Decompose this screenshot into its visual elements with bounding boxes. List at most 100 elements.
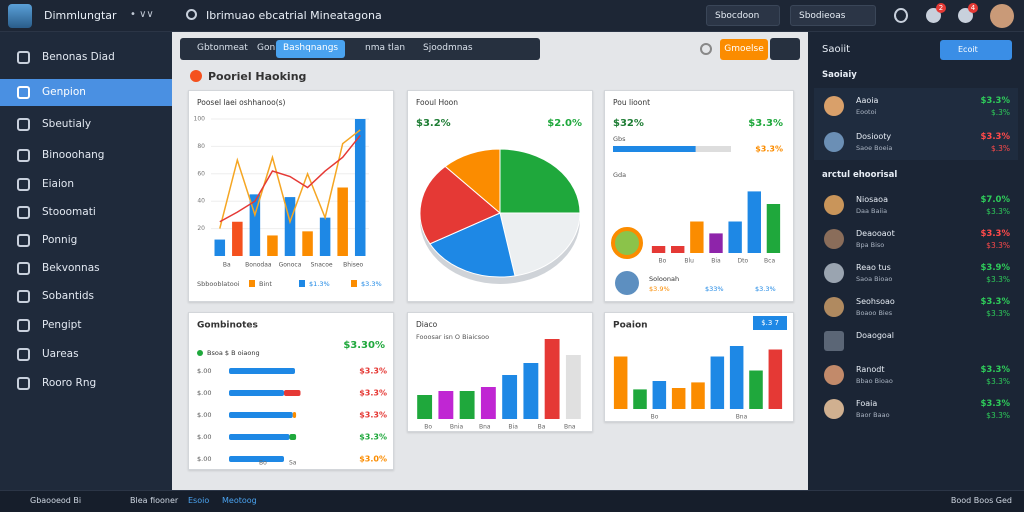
nav-item[interactable]: Stooomati (0, 199, 172, 226)
row-avatar (824, 132, 844, 152)
bar (229, 456, 284, 462)
panel-row[interactable]: Foaia Baor Baao $3.3% $3.3% (814, 392, 1018, 426)
x-tick-label: Blu (684, 258, 694, 265)
bar (289, 434, 297, 440)
row-stat: $3.3% (359, 389, 387, 398)
icon (894, 8, 908, 23)
pie-slice (499, 148, 581, 214)
bar (651, 246, 666, 253)
y-tick-label: 20 (197, 225, 205, 232)
row-sub-value: $.3% (990, 108, 1010, 117)
card: Poosel laei oshhanoo(s) 20 40 60 80 100 Ba Bono… (188, 90, 394, 302)
nav-item[interactable]: Rooro Rng (0, 370, 172, 397)
bar (690, 221, 704, 253)
row-sub: Bpa Biso (856, 241, 885, 249)
bar (652, 381, 667, 409)
row-sub-value: $3.3% (986, 377, 1010, 386)
bar (633, 389, 647, 409)
nav-item[interactable]: Sobantids (0, 283, 172, 310)
panel-row[interactable]: Niosaoa Daa Baiia $7.0% $3.3% (814, 188, 1018, 222)
legend-swatch (299, 280, 305, 287)
row-value: $3.3% (980, 229, 1011, 239)
nav-item[interactable]: Sbeutialy (0, 111, 172, 138)
nav-item[interactable]: Eiaion (0, 171, 172, 198)
nav-item[interactable]: Benonas Diad (0, 44, 172, 71)
pie-slice (499, 212, 581, 277)
row-label: $.00 (197, 367, 211, 375)
nav-icon (17, 118, 30, 131)
row-sub: Saoe Boeia (856, 144, 893, 152)
card-title: Poosel laei oshhanoo(s) (197, 98, 286, 107)
row-sub-value: $3.3% (986, 309, 1010, 318)
card-canvas: Poosel laei oshhanoo(s) 20 40 60 80 100 Ba Bono… (194, 98, 382, 288)
card-canvas: Gombinotes $3.30% Bsoa $ B oiaong $.00 $3.3%… (197, 321, 387, 467)
legend-label: Sbbooblatooi (197, 280, 240, 288)
nav-item[interactable]: Genpion (0, 79, 172, 106)
row-avatar (824, 96, 844, 116)
section-header: arctul ehoorisal (822, 170, 898, 180)
row-avatar (824, 263, 844, 283)
x-tick-label: Bo (659, 258, 667, 265)
panel-button[interactable]: Ecoit (940, 40, 1012, 60)
nav-icon (17, 178, 30, 191)
x-tick-label: Bca (764, 258, 775, 265)
row-stat: $3.3% (359, 367, 387, 376)
nav-icon (17, 262, 30, 275)
legend-label: $1.3% (309, 280, 330, 288)
panel-row[interactable]: Reao tus Saoa Bioao $3.9% $3.3% (814, 256, 1018, 290)
nav-item[interactable]: Uareas (0, 341, 172, 368)
section-header: Saoiaiy (822, 70, 857, 80)
nav-icon (17, 290, 30, 303)
tab[interactable]: Gbtonmeat (197, 43, 248, 53)
bar (284, 390, 301, 396)
panel-row[interactable]: Dosiooty Saoe Boeia $3.3% $.3% (814, 124, 1018, 160)
tab[interactable]: Sjoodmnas (423, 43, 473, 53)
bar (613, 356, 628, 409)
card-canvas: Poaion Bo Bna (613, 321, 783, 421)
bar (417, 395, 433, 419)
panel-row[interactable]: Deaooaot Bpa Biso $3.3% $3.3% (814, 222, 1018, 256)
stat: $3.2% (416, 118, 451, 129)
card-title: Poaion (613, 321, 648, 331)
action-button[interactable]: Gmoelse (720, 39, 768, 60)
row-name: Niosaoa (856, 195, 888, 204)
y-tick-label: 40 (197, 198, 205, 205)
tab[interactable]: Bashqnangs (276, 40, 346, 58)
panel-row[interactable]: Seohsoao Boaoo Bies $3.3% $3.3% (814, 290, 1018, 324)
row-value: $3.9% (980, 263, 1011, 273)
main-area: Gbtonmeat Gonia Bashqnangs nma tlan Sjoodmna… (172, 32, 808, 490)
nav-icon (17, 377, 30, 390)
nav-label: Binooohang (42, 149, 105, 161)
panel-row[interactable]: Aaoia Eootoi $3.3% $.3% (814, 88, 1018, 124)
progress-label: Gbs (613, 135, 626, 143)
top-button[interactable]: Sbodieoas (790, 5, 876, 26)
nav-label: Bekvonnas (42, 262, 100, 274)
nav-item[interactable]: Ponnig (0, 227, 172, 254)
nav-item[interactable]: Binooohang (0, 142, 172, 169)
row-sub: Daa Baiia (856, 207, 888, 215)
toolbar-icon (700, 43, 712, 55)
bar (728, 221, 742, 253)
legend-swatch (249, 280, 255, 287)
tab[interactable]: nma tlan (365, 43, 406, 53)
x-tick-label: Bia (508, 424, 518, 431)
card-canvas: Pou lioont $32% $3.3% Gbs $3.3% Gda Bo Blu Bia Dt… (611, 98, 783, 295)
bar (729, 346, 744, 409)
avatar (8, 4, 32, 28)
panel-row[interactable]: Ranodt Bbao Bioao $3.3% $3.3% (814, 358, 1018, 392)
legend-label: $3.3% (361, 280, 382, 288)
y-tick-label: 80 (197, 143, 205, 150)
nav-icon (17, 51, 30, 64)
row-value: $3.3% (980, 132, 1011, 142)
top-button[interactable]: Sbocdoon (706, 5, 780, 26)
panel-row[interactable]: Doaogoal (814, 324, 1018, 358)
x-tick-label: Bonodaa (245, 262, 272, 269)
tab[interactable]: Gonia (257, 43, 284, 53)
bar (544, 339, 560, 419)
nav-label: Genpion (42, 86, 86, 98)
nav-item[interactable]: Pengipt (0, 312, 172, 339)
x-tick-label: Bnia (450, 424, 464, 431)
bar (337, 187, 348, 256)
nav-item[interactable]: Bekvonnas (0, 255, 172, 282)
row-sub: Baor Baao (856, 411, 890, 419)
